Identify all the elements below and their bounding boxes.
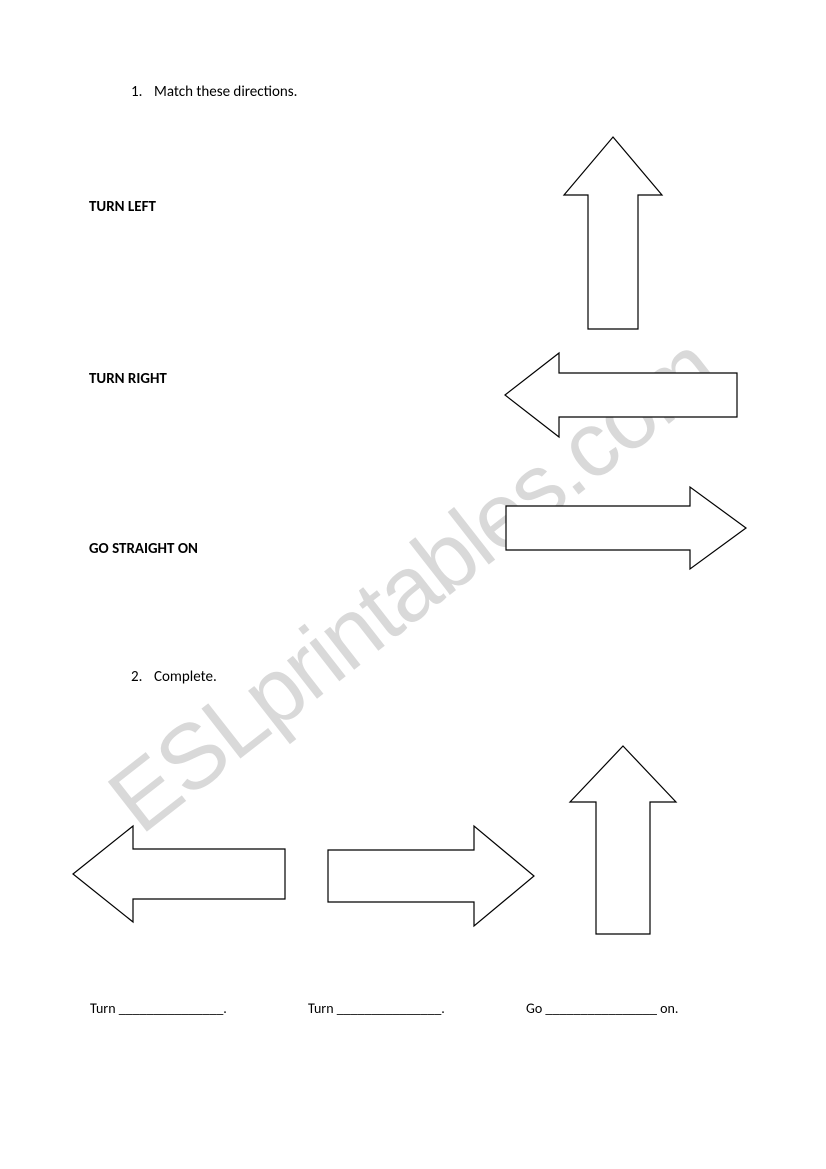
section2-instruction-row: 2. Complete. bbox=[131, 667, 217, 686]
section2-number: 2. bbox=[131, 668, 142, 686]
section1-number: 1. bbox=[131, 83, 142, 101]
arrow-left-icon bbox=[503, 351, 739, 439]
label-turn-right: TURN RIGHT bbox=[89, 370, 167, 388]
arrow-up-icon bbox=[568, 744, 678, 936]
fill-item-2: Turn _______________. bbox=[308, 1000, 445, 1017]
fill-item-3: Go ________________ on. bbox=[526, 1000, 678, 1017]
fill-item-1: Turn _______________. bbox=[90, 1000, 227, 1017]
label-go-straight: GO STRAIGHT ON bbox=[89, 540, 198, 558]
arrow-left-icon bbox=[71, 824, 287, 924]
section1-instruction-row: 1. Match these directions. bbox=[131, 82, 297, 101]
arrow-up-icon bbox=[562, 135, 664, 331]
section1-instruction: Match these directions. bbox=[154, 83, 297, 101]
arrow-right-icon bbox=[326, 824, 536, 928]
arrow-right-icon bbox=[504, 485, 748, 571]
section2-instruction: Complete. bbox=[154, 668, 217, 686]
label-turn-left: TURN LEFT bbox=[89, 198, 156, 216]
